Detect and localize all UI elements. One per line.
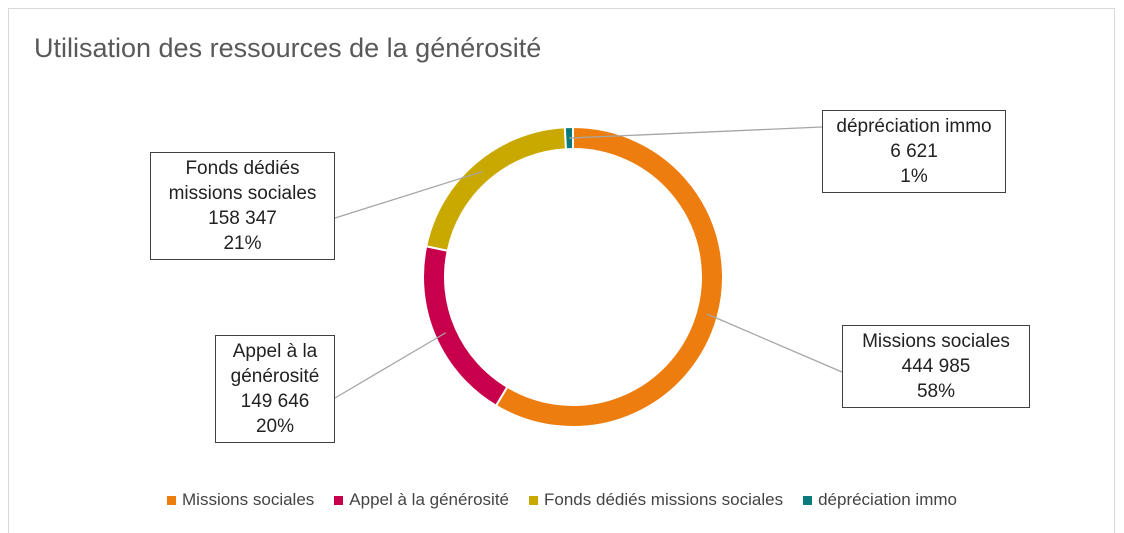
legend-swatch [334, 496, 344, 505]
legend-item: Missions sociales [167, 490, 314, 510]
legend-label: Missions sociales [182, 490, 315, 509]
chart-title: Utilisation des ressources de la généros… [34, 33, 541, 63]
label-value: 149 646 [240, 391, 310, 412]
leader-line [569, 126, 823, 139]
legend-swatch [529, 496, 539, 505]
legend: Missions sociales Appel à la générosité Fo… [0, 490, 1124, 510]
label-percent: 20% [255, 416, 295, 437]
label-value: 158 347 [208, 208, 277, 229]
donut-segment [563, 125, 574, 151]
data-label: Missions sociales 444 985 58% [842, 325, 1030, 408]
data-label: Fonds dédiés missions sociales 158 347 21% [150, 152, 335, 260]
leader-line [334, 170, 483, 219]
legend-swatch [167, 496, 177, 505]
legend-label: Fonds dédiés missions sociales [544, 490, 784, 509]
legend-item: Appel à la générosité [334, 490, 509, 510]
legend-swatch [803, 496, 813, 505]
donut-segment [494, 125, 724, 428]
legend-item: dépréciation immo [803, 490, 957, 510]
label-percent: 1% [900, 166, 928, 187]
label-value: 444 985 [901, 356, 971, 377]
label-name: Missions sociales [862, 331, 1010, 352]
leader-line [334, 332, 446, 399]
label-percent: 58% [916, 381, 956, 402]
leader-line [706, 313, 843, 373]
legend-label: Appel à la générosité [349, 490, 510, 509]
label-value: 6 621 [890, 141, 938, 162]
label-name: Fonds dédiés missions sociales [168, 158, 317, 204]
chart-border [8, 8, 1115, 533]
legend-label: dépréciation immo [818, 490, 957, 509]
label-name: dépréciation immo [836, 116, 992, 137]
data-label: dépréciation immo 6 621 1% [822, 110, 1006, 193]
donut-segment [424, 126, 568, 252]
data-label: Appel à la générosité 149 646 20% [215, 335, 335, 443]
donut-segment [422, 245, 509, 408]
legend-item: Fonds dédiés missions sociales [529, 490, 783, 510]
label-percent: 21% [223, 233, 262, 254]
label-name: Appel à la générosité [230, 341, 320, 387]
